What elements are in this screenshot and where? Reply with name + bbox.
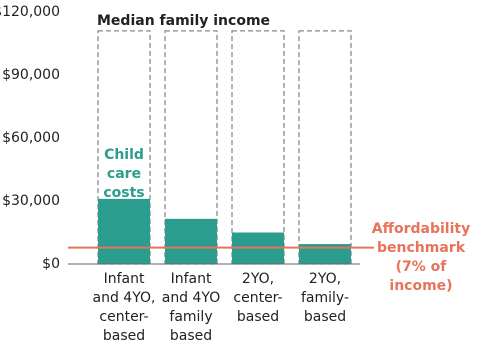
income-box bbox=[231, 30, 285, 265]
y-tick-label: $90,000 bbox=[2, 67, 60, 83]
x-tick-label: 2YO, bbox=[242, 271, 274, 287]
x-tick-label: family- bbox=[301, 290, 349, 306]
income-box bbox=[97, 30, 151, 265]
x-tick-label: 2YO, bbox=[309, 271, 341, 287]
x-tick-label: based bbox=[170, 328, 212, 344]
legend-label: Child care costs bbox=[103, 147, 145, 201]
x-tick-label: Infant bbox=[104, 271, 145, 287]
legend-label: Median family income bbox=[97, 13, 270, 29]
x-tick-label: center- bbox=[99, 309, 148, 325]
x-tick-label: based bbox=[103, 328, 145, 344]
x-tick-label: based bbox=[304, 309, 346, 325]
income-box bbox=[164, 30, 218, 265]
x-tick-label: family bbox=[169, 309, 212, 325]
bar bbox=[165, 218, 217, 264]
income-box bbox=[298, 30, 352, 265]
y-tick-label: $60,000 bbox=[2, 130, 60, 146]
y-tick-label: $120,000 bbox=[0, 4, 60, 20]
x-tick-label: based bbox=[237, 309, 279, 325]
y-tick-label: $30,000 bbox=[2, 193, 60, 209]
x-tick-label: Infant bbox=[171, 271, 212, 287]
bar bbox=[299, 244, 351, 264]
benchmark-label: Affordability benchmark (7% of income) bbox=[371, 221, 471, 294]
y-tick-label: $0 bbox=[42, 256, 60, 272]
bar bbox=[98, 198, 150, 264]
x-tick-label: and 4YO bbox=[162, 290, 221, 306]
x-tick-label: and 4YO, bbox=[93, 290, 156, 306]
x-tick-label: center- bbox=[233, 290, 282, 306]
